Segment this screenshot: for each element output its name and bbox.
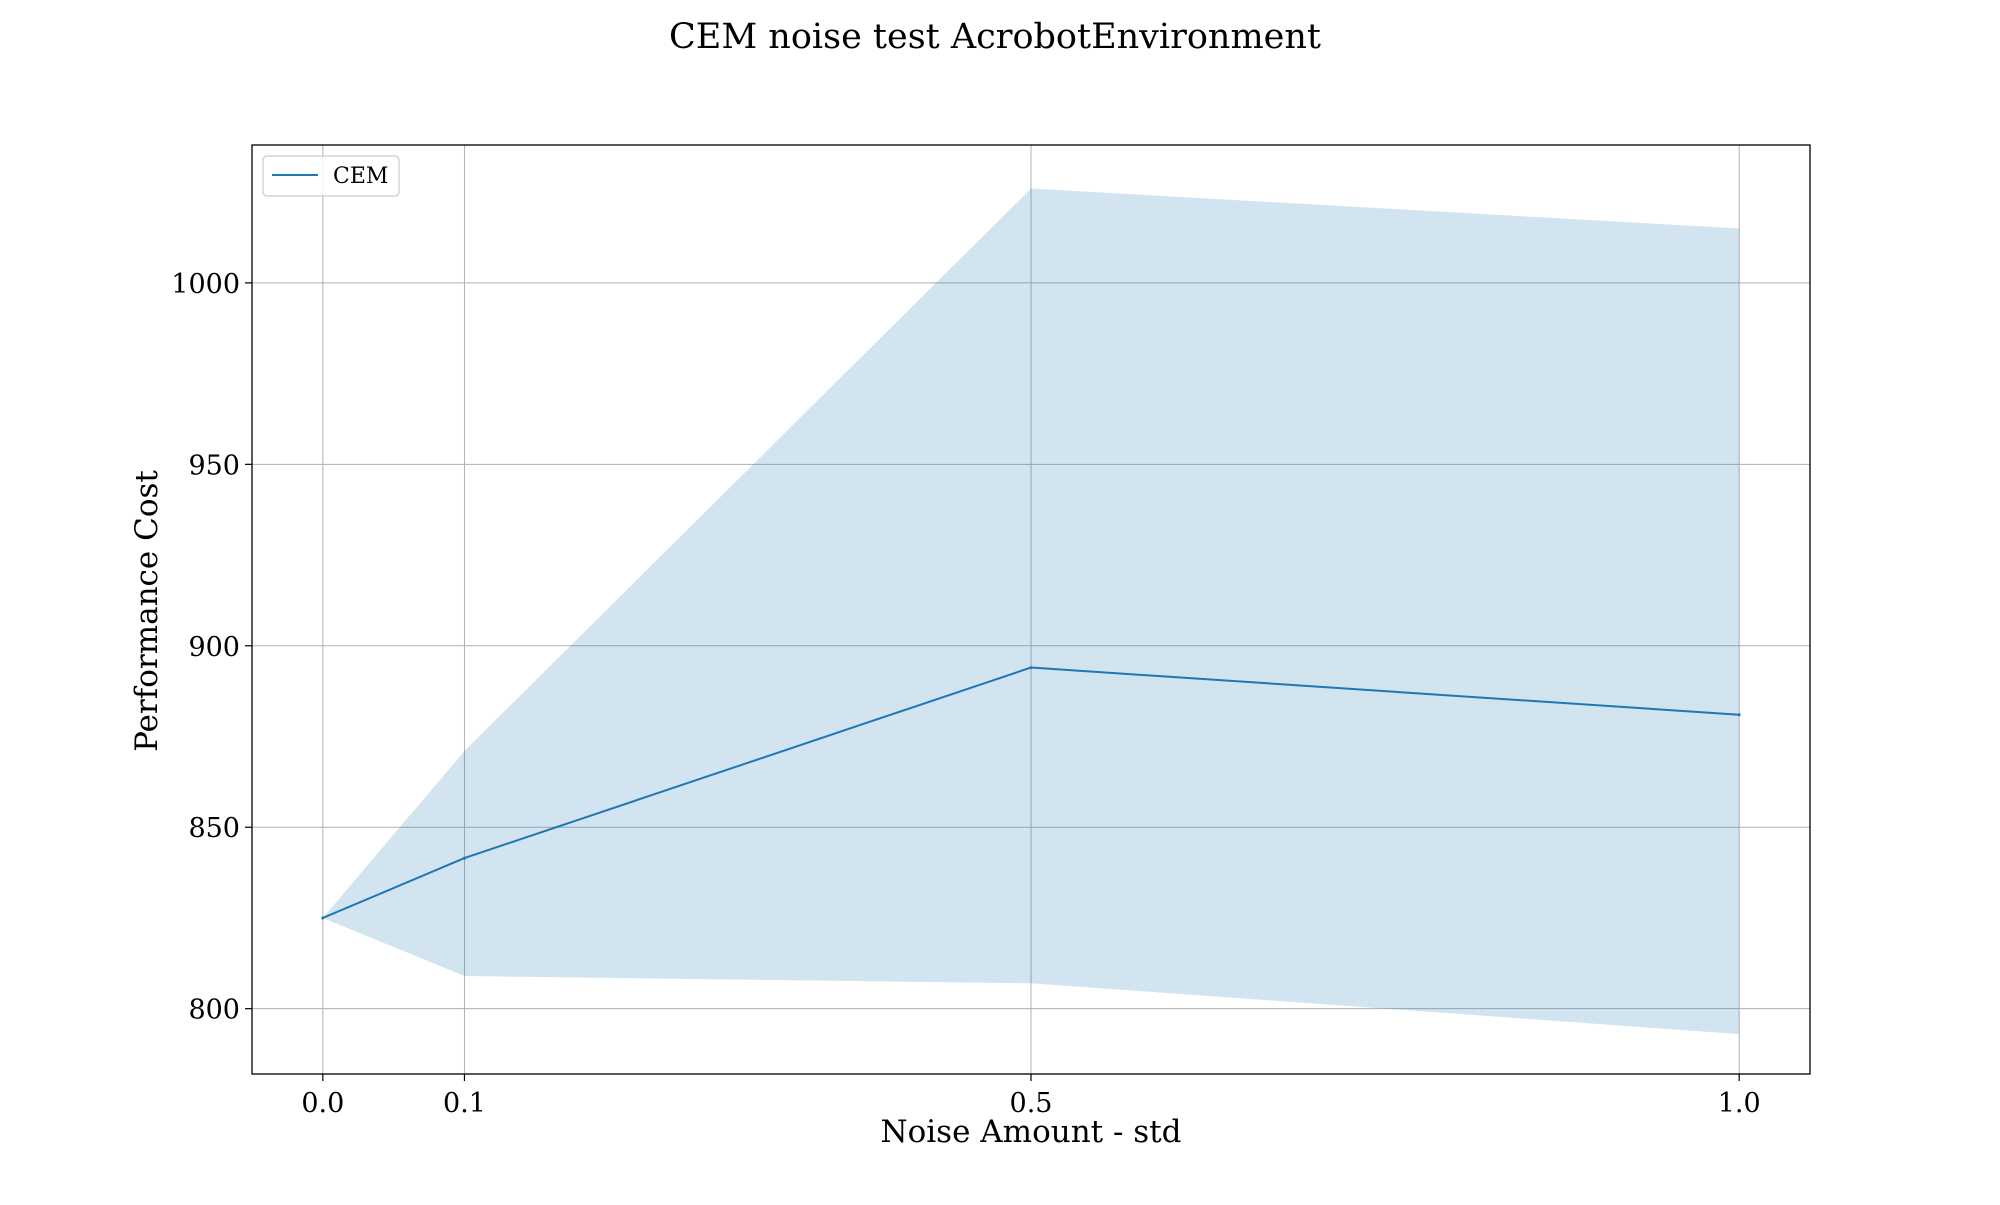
y-tick-label: 800 bbox=[188, 995, 240, 1026]
data-points bbox=[321, 666, 1741, 920]
data-point bbox=[1737, 713, 1741, 717]
data-point bbox=[1029, 666, 1033, 670]
x-axis-label: Noise Amount - std bbox=[880, 1114, 1181, 1150]
series-lines bbox=[322, 666, 1740, 919]
x-tick-label: 0.0 bbox=[301, 1088, 344, 1119]
legend-label-cem: CEM bbox=[333, 164, 388, 189]
confidence-bands bbox=[322, 188, 1740, 1035]
y-tick-label: 1000 bbox=[171, 269, 240, 300]
chart-title: CEM noise test AcrobotEnvironment bbox=[669, 17, 1321, 57]
y-axis-label: Performance Cost bbox=[129, 470, 165, 752]
x-tick-label: 1.0 bbox=[1718, 1088, 1761, 1119]
data-point bbox=[321, 916, 325, 920]
x-axis-ticks: 0.0 0.1 0.5 1.0 bbox=[301, 1074, 1761, 1119]
y-axis-ticks: 800 850 900 950 1000 bbox=[171, 269, 252, 1026]
series-line bbox=[322, 666, 1740, 919]
legend-box bbox=[262, 155, 400, 197]
legend: CEM bbox=[262, 155, 400, 197]
y-tick-label: 850 bbox=[188, 813, 240, 844]
grid-lines bbox=[252, 145, 1810, 1074]
y-tick-label: 900 bbox=[188, 632, 240, 663]
data-point bbox=[462, 856, 466, 860]
y-tick-label: 950 bbox=[188, 450, 240, 481]
x-tick-label: 0.1 bbox=[443, 1088, 486, 1119]
x-tick-label: 0.5 bbox=[1010, 1088, 1053, 1119]
confidence-band bbox=[322, 188, 1740, 1035]
